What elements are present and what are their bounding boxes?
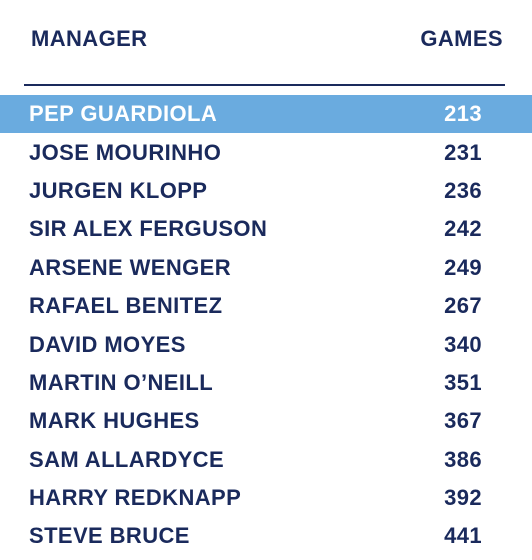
table-row: STEVE BRUCE 441 bbox=[0, 517, 532, 555]
table-row: MARK HUGHES 367 bbox=[0, 402, 532, 440]
games-count: 441 bbox=[444, 523, 482, 549]
table-row: SIR ALEX FERGUSON 242 bbox=[0, 210, 532, 248]
games-count: 242 bbox=[444, 216, 482, 242]
table-row: MARTIN O’NEILL 351 bbox=[0, 364, 532, 402]
manager-name: JURGEN KLOPP bbox=[29, 177, 208, 203]
table-row: PEP GUARDIOLA 213 bbox=[0, 95, 532, 134]
games-count: 267 bbox=[444, 293, 482, 319]
table-row: ARSENE WENGER 249 bbox=[0, 249, 532, 287]
table-row: SAM ALLARDYCE 386 bbox=[0, 441, 532, 479]
games-count: 231 bbox=[444, 139, 482, 165]
manager-name: MARTIN O’NEILL bbox=[29, 369, 214, 395]
manager-name: ARSENE WENGER bbox=[29, 254, 231, 280]
header-divider bbox=[24, 84, 505, 86]
manager-name: SIR ALEX FERGUSON bbox=[29, 216, 268, 242]
games-count: 249 bbox=[444, 254, 482, 280]
games-count: 351 bbox=[444, 369, 482, 395]
manager-name: DAVID MOYES bbox=[29, 331, 186, 357]
games-count: 340 bbox=[444, 331, 482, 357]
table-row: JOSE MOURINHO 231 bbox=[0, 133, 532, 171]
games-column-header: GAMES bbox=[420, 26, 503, 51]
games-count: 236 bbox=[444, 177, 482, 203]
manager-name: HARRY REDKNAPP bbox=[29, 485, 242, 511]
manager-name: SAM ALLARDYCE bbox=[29, 446, 225, 472]
table-row: HARRY REDKNAPP 392 bbox=[0, 479, 532, 517]
manager-name: PEP GUARDIOLA bbox=[29, 101, 218, 127]
games-count: 367 bbox=[444, 408, 482, 434]
manager-name: MARK HUGHES bbox=[29, 408, 200, 434]
manager-column-header: MANAGER bbox=[31, 26, 148, 51]
table-row: DAVID MOYES 340 bbox=[0, 325, 532, 363]
games-count: 213 bbox=[444, 101, 482, 127]
table-row: RAFAEL BENITEZ 267 bbox=[0, 287, 532, 325]
games-count: 392 bbox=[444, 485, 482, 511]
manager-name: STEVE BRUCE bbox=[29, 523, 190, 549]
table-body: PEP GUARDIOLA 213 JOSE MOURINHO 231 JURG… bbox=[0, 95, 532, 556]
table-row: JURGEN KLOPP 236 bbox=[0, 172, 532, 210]
manager-name: RAFAEL BENITEZ bbox=[29, 293, 223, 319]
table-header: MANAGER GAMES bbox=[0, 0, 532, 86]
games-count: 386 bbox=[444, 446, 482, 472]
manager-name: JOSE MOURINHO bbox=[29, 139, 222, 165]
